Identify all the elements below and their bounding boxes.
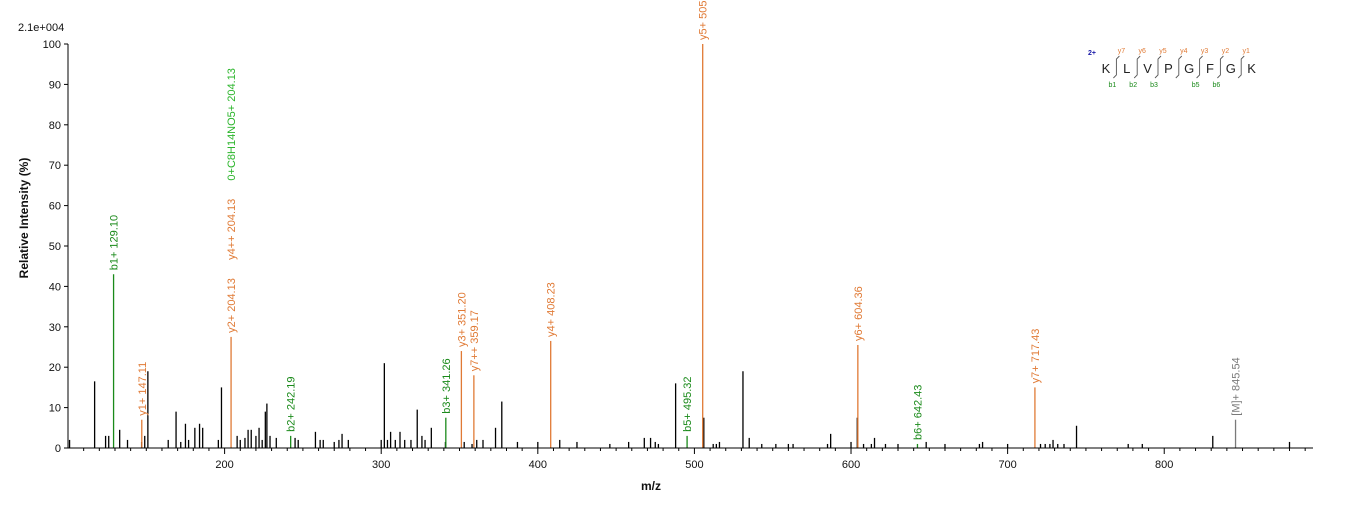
cleavage-mark bbox=[1154, 55, 1162, 79]
sequence-residue: P bbox=[1164, 61, 1173, 76]
sequence-residue: K bbox=[1102, 61, 1111, 76]
peak-annotation: y7+ 717.43 bbox=[1030, 329, 1042, 384]
y-tick-label: 100 bbox=[43, 39, 61, 51]
x-tick-label: 400 bbox=[529, 459, 547, 471]
x-tick-label: 500 bbox=[685, 459, 703, 471]
cleavage-mark bbox=[1113, 55, 1120, 79]
b-ion-label: b3 bbox=[1150, 82, 1158, 89]
y-tick-label: 50 bbox=[49, 241, 61, 253]
y-ion-label: y1 bbox=[1242, 48, 1250, 55]
sequence-residue: V bbox=[1143, 61, 1152, 76]
y-axis-title: Relative Intensity (%) bbox=[17, 158, 31, 279]
y-ion-label: y3 bbox=[1201, 48, 1209, 55]
peaks-layer bbox=[68, 363, 1291, 448]
y-tick-label: 80 bbox=[49, 120, 61, 132]
y-tick-label: 70 bbox=[49, 160, 61, 172]
y-ion-label: y2 bbox=[1222, 48, 1230, 55]
b-ion-label: b2 bbox=[1129, 82, 1137, 89]
sequence-residue: K bbox=[1247, 61, 1256, 76]
y-ticks: 0 10 20 30 40 50 60 70 80 90 100 bbox=[43, 39, 68, 455]
x-axis-title: m/z bbox=[641, 479, 661, 493]
peak-annotation: y2+ 204.13 bbox=[226, 278, 238, 333]
peak-annotation: b6+ 642.43 bbox=[912, 385, 924, 440]
peak-annotation: 0+C8H14NO5+ 204.13 bbox=[226, 68, 238, 181]
y-ion-label: y5 bbox=[1159, 48, 1167, 55]
x-tick-label: 800 bbox=[1155, 459, 1173, 471]
b-ion-label: b1 bbox=[1109, 82, 1117, 89]
peak-annotation: y4+ 408.23 bbox=[546, 282, 558, 337]
b-ion-label: b6 bbox=[1213, 82, 1221, 89]
y-tick-label: 10 bbox=[49, 403, 61, 415]
peak-annotation: b3+ 341.26 bbox=[441, 358, 453, 413]
peak-annotation: b5+ 495.32 bbox=[682, 377, 694, 432]
x-ticks: 200 300 400 500 600 700 800 bbox=[83, 448, 1306, 471]
y-tick-label: 0 bbox=[55, 443, 61, 455]
y-tick-label: 30 bbox=[49, 322, 61, 334]
cleavage-mark bbox=[1217, 55, 1224, 79]
sequence-residue: L bbox=[1123, 61, 1130, 76]
sequence-residue: G bbox=[1226, 61, 1236, 76]
peak-annotation: y7++ 359.17 bbox=[469, 310, 481, 371]
peak-annotation: y5+ 505.29 bbox=[698, 0, 710, 40]
annotation-layer: b1+ 129.10 y1+ 147.11 y2+ 204.13 y4++ 204.1… bbox=[109, 0, 1243, 448]
cleavage-mark bbox=[1175, 55, 1183, 79]
y-tick-label: 90 bbox=[49, 79, 61, 91]
peak-annotation: b1+ 129.10 bbox=[109, 215, 121, 270]
sequence-residue: G bbox=[1184, 61, 1194, 76]
cleavage-mark bbox=[1196, 55, 1203, 79]
peak-annotation: y1+ 147.11 bbox=[137, 362, 149, 416]
x-tick-label: 600 bbox=[842, 459, 860, 471]
peak-annotation: y6+ 604.36 bbox=[853, 286, 865, 341]
peak-annotation: y3+ 351.20 bbox=[456, 292, 468, 347]
x-tick-label: 200 bbox=[215, 459, 233, 471]
y-ion-label: y4 bbox=[1180, 48, 1188, 55]
b-ion-label: b5 bbox=[1192, 82, 1200, 89]
peak-annotation: y4++ 204.13 bbox=[226, 199, 238, 260]
cleavage-mark bbox=[1133, 55, 1141, 79]
y-ion-label: y6 bbox=[1138, 48, 1146, 55]
peak-annotation: [M]+ 845.54 bbox=[1231, 357, 1243, 415]
x-tick-label: 700 bbox=[998, 459, 1016, 471]
y-tick-label: 40 bbox=[49, 281, 61, 293]
x-tick-label: 300 bbox=[372, 459, 390, 471]
cleavage-mark bbox=[1237, 55, 1245, 79]
y-tick-label: 60 bbox=[49, 201, 61, 213]
y-tick-label: 20 bbox=[49, 362, 61, 374]
scale-label: 2.1e+004 bbox=[18, 22, 64, 34]
charge-state-label: 2+ bbox=[1088, 50, 1096, 57]
peak-annotation: b2+ 242.19 bbox=[286, 377, 298, 432]
y-ion-label: y7 bbox=[1118, 48, 1126, 55]
sequence-residue: F bbox=[1206, 61, 1214, 76]
